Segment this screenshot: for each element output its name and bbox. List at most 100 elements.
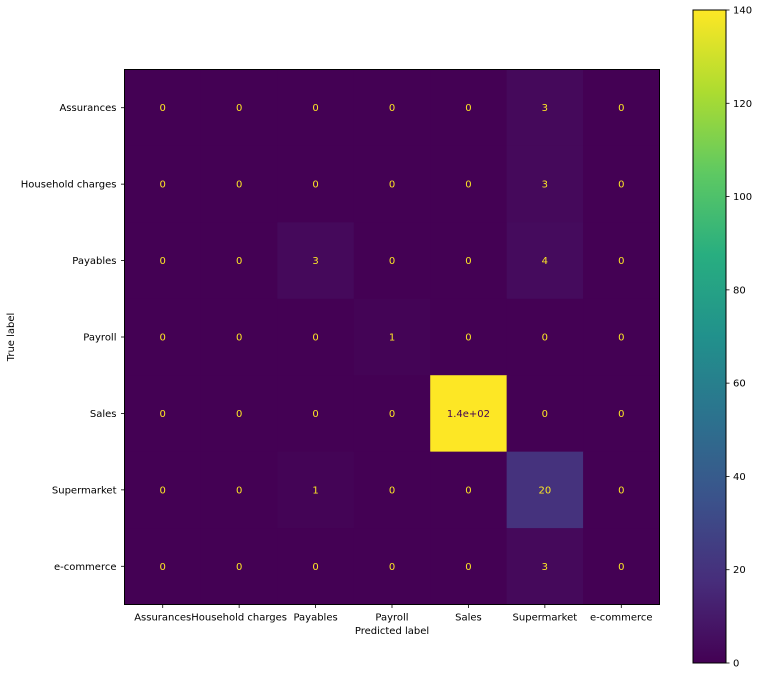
cell-value-label: 3 — [542, 562, 548, 573]
cell-value-label: 0 — [236, 103, 242, 114]
heatmap-cell — [583, 528, 660, 605]
colorbar-tick-label: 100 — [733, 192, 752, 203]
cell-value-label: 1 — [389, 333, 395, 344]
cell-value-label: 20 — [538, 485, 551, 496]
heatmap-cell-labels: 0 0 0 0 0 3 0 0 0 0 0 0 3 0 0 0 3 0 0 4 0 0 0 0 1 0 0 0 0 0 0 0 1.4e+02 0… — [160, 103, 625, 573]
cell-value-label: 0 — [312, 333, 318, 344]
heatmap-cell — [430, 528, 508, 605]
heatmap-cell — [506, 528, 584, 605]
heatmap-cell — [200, 222, 278, 300]
cell-value-label: 0 — [160, 409, 166, 420]
heatmap-cell — [353, 298, 431, 376]
colorbar-tick-label: 140 — [733, 6, 752, 17]
cell-value-label: 0 — [465, 562, 471, 573]
cell-value-label: 0 — [542, 333, 548, 344]
heatmap-cell — [277, 222, 355, 300]
cell-value-label: 1 — [312, 485, 318, 496]
cell-value-label: 0 — [389, 256, 395, 267]
colorbar-tick-label: 60 — [733, 379, 746, 390]
heatmap-cell — [200, 298, 278, 376]
cell-value-label: 4 — [542, 256, 548, 267]
cell-value-label: 0 — [236, 485, 242, 496]
colorbar-tick-label: 20 — [733, 565, 746, 576]
cell-value-label: 0 — [542, 409, 548, 420]
heatmap-cell — [200, 69, 278, 147]
x-axis-ticks: Assurances Household charges Payables Payro… — [134, 604, 653, 624]
heatmap-cell — [353, 222, 431, 300]
y-tick-label: e-commerce — [54, 562, 117, 573]
colorbar-tick-label: 80 — [733, 285, 746, 296]
cell-value-label: 0 — [160, 485, 166, 496]
cell-value-label: 0 — [618, 180, 624, 191]
heatmap-cell — [277, 69, 355, 147]
heatmap-cell — [506, 298, 584, 376]
cell-value-label: 0 — [236, 256, 242, 267]
cell-value-label: 0 — [618, 333, 624, 344]
colorbar — [692, 9, 727, 664]
heatmap-cell — [124, 69, 202, 147]
heatmap-cell — [583, 451, 660, 529]
x-tick-label: Assurances — [134, 613, 191, 624]
cell-value-label: 0 — [618, 256, 624, 267]
cell-value-label: 0 — [312, 409, 318, 420]
colorbar-ticks: 0 20 40 60 80 100 120 140 — [726, 6, 752, 670]
cell-value-label: 0 — [312, 562, 318, 573]
cell-value-label: 0 — [465, 333, 471, 344]
heatmap-cell — [430, 298, 508, 376]
cell-value-label: 1.4e+02 — [447, 409, 490, 420]
heatmap-cell — [430, 451, 508, 529]
heatmap-cell — [124, 145, 202, 223]
x-tick-label: Household charges — [191, 613, 287, 624]
cell-value-label: 0 — [618, 103, 624, 114]
heatmap-cell — [506, 145, 584, 223]
heatmap-cell — [200, 145, 278, 223]
heatmap-cell — [506, 69, 584, 147]
cell-value-label: 0 — [312, 180, 318, 191]
heatmap-cell — [353, 145, 431, 223]
cell-value-label: 3 — [542, 180, 548, 191]
x-tick-label: Payroll — [375, 613, 408, 624]
heatmap-cell — [200, 451, 278, 529]
heatmap-cell — [430, 145, 508, 223]
cell-value-label: 0 — [312, 103, 318, 114]
y-tick-label: Supermarket — [52, 485, 117, 496]
heatmap-cell — [583, 298, 660, 376]
cell-value-label: 0 — [465, 256, 471, 267]
y-tick-label: Assurances — [59, 103, 116, 114]
heatmap-cells — [124, 69, 660, 605]
heatmap-cell — [506, 375, 584, 453]
y-tick-label: Payroll — [83, 333, 116, 344]
cell-value-label: 0 — [618, 485, 624, 496]
heatmap-cell — [430, 69, 508, 147]
cell-value-label: 0 — [160, 180, 166, 191]
heatmap-cell — [353, 528, 431, 605]
cell-value-label: 0 — [465, 180, 471, 191]
cell-value-label: 0 — [389, 409, 395, 420]
heatmap-cell — [353, 375, 431, 453]
cell-value-label: 0 — [618, 562, 624, 573]
x-tick-label: Sales — [455, 613, 482, 624]
heatmap-cell — [124, 528, 202, 605]
cell-value-label: 0 — [618, 409, 624, 420]
heatmap-cell — [200, 375, 278, 453]
heatmap-cell — [277, 145, 355, 223]
y-tick-label: Sales — [90, 409, 117, 420]
heatmap-cell — [353, 451, 431, 529]
cell-value-label: 0 — [389, 103, 395, 114]
heatmap-cell — [583, 69, 660, 147]
x-tick-label: e-commerce — [590, 613, 653, 624]
y-tick-label: Payables — [72, 256, 116, 267]
cell-value-label: 0 — [236, 562, 242, 573]
cell-value-label: 0 — [465, 103, 471, 114]
x-tick-label: Supermarket — [513, 613, 578, 624]
heatmap-cell — [506, 222, 584, 300]
cell-value-label: 0 — [389, 485, 395, 496]
heatmap-cell — [124, 375, 202, 453]
cell-value-label: 0 — [389, 180, 395, 191]
heatmap-cell — [430, 222, 508, 300]
heatmap-cell — [277, 451, 355, 529]
heatmap-cell — [583, 222, 660, 300]
cell-value-label: 0 — [160, 103, 166, 114]
